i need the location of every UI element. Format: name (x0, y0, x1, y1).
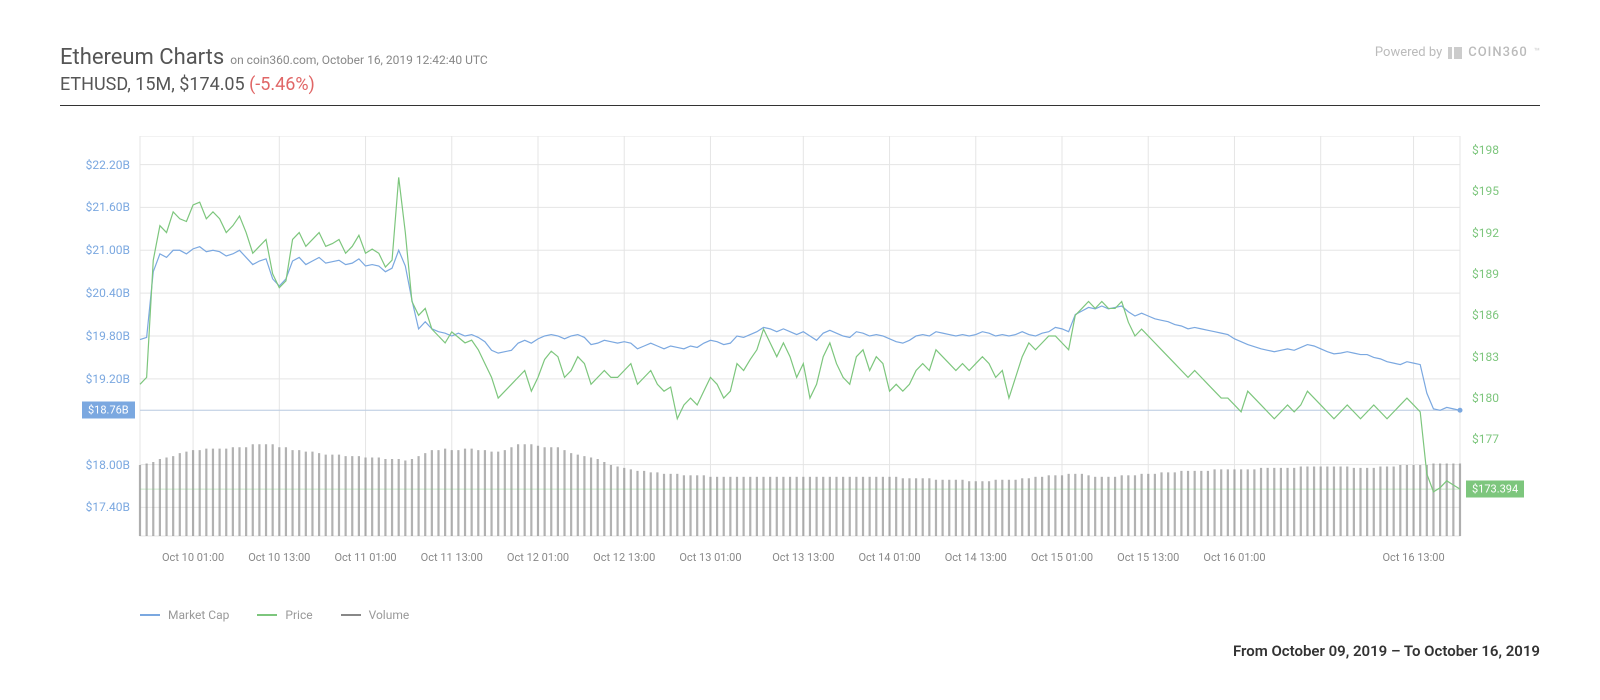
chart-svg[interactable] (60, 136, 1540, 576)
legend-volume: Volume (341, 608, 410, 622)
y-left-tick: $19.20B (70, 372, 130, 386)
x-tick: Oct 13 01:00 (679, 551, 741, 564)
chart-subtitle: on coin360.com, October 16, 2019 12:42:4… (230, 53, 487, 67)
legend-mcap-line (140, 614, 160, 616)
y-right-tick: $192 (1472, 226, 1532, 240)
y-right-tick: $195 (1472, 184, 1532, 198)
header: Ethereum Charts on coin360.com, October … (60, 45, 1540, 106)
y-right-tick: $177 (1472, 432, 1532, 446)
legend-mcap: Market Cap (140, 608, 229, 622)
legend-volume-line (341, 614, 361, 616)
x-tick: Oct 13 13:00 (772, 551, 834, 564)
date-range: From October 09, 2019 – To October 16, 2… (1233, 642, 1540, 660)
logo-icon (1448, 47, 1462, 59)
x-tick: Oct 12 13:00 (593, 551, 655, 564)
legend-volume-label: Volume (369, 608, 410, 622)
y-right-tick: $180 (1472, 391, 1532, 405)
price-badge: $173.394 (1466, 481, 1524, 498)
x-tick: Oct 15 13:00 (1117, 551, 1179, 564)
pair-label: ETHUSD, 15M, $174.05 (60, 74, 245, 95)
chart-container: Ethereum Charts on coin360.com, October … (0, 0, 1600, 700)
x-tick: Oct 16 01:00 (1203, 551, 1265, 564)
change-value: (-5.46%) (249, 74, 315, 95)
y-right-tick: $183 (1472, 350, 1532, 364)
x-tick: Oct 12 01:00 (507, 551, 569, 564)
y-left-tick: $18.00B (70, 458, 130, 472)
y-right-tick: $186 (1472, 308, 1532, 322)
legend-price-label: Price (285, 608, 312, 622)
legend-mcap-label: Market Cap (168, 608, 229, 622)
x-tick: Oct 14 01:00 (858, 551, 920, 564)
chart-area: $17.40B $18.00B $19.20B $19.80B $20.40B $21.0… (60, 136, 1540, 576)
x-tick: Oct 11 13:00 (421, 551, 483, 564)
x-tick: Oct 14 13:00 (945, 551, 1007, 564)
y-left-tick: $21.00B (70, 243, 130, 257)
chart-title: Ethereum Charts (60, 45, 224, 70)
mcap-badge: $18.76B (82, 402, 135, 419)
powered-by-label: Powered by (1375, 45, 1442, 60)
legend-price-line (257, 614, 277, 616)
powered-by: Powered by COIN360 ™ (1375, 45, 1540, 60)
y-left-tick: $19.80B (70, 329, 130, 343)
y-left-tick: $21.60B (70, 200, 130, 214)
legend: Market Cap Price Volume (60, 608, 1540, 622)
x-tick: Oct 10 13:00 (248, 551, 310, 564)
x-tick: Oct 16 13:00 (1382, 551, 1444, 564)
x-tick: Oct 11 01:00 (334, 551, 396, 564)
info-row: ETHUSD, 15M, $174.05 (-5.46%) (60, 74, 1540, 95)
logo-text: COIN360 (1468, 45, 1528, 60)
title-row: Ethereum Charts on coin360.com, October … (60, 45, 1540, 70)
x-tick: Oct 10 01:00 (162, 551, 224, 564)
y-left-tick: $22.20B (70, 158, 130, 172)
y-left-tick: $20.40B (70, 286, 130, 300)
y-right-tick: $189 (1472, 267, 1532, 281)
y-left-tick: $17.40B (70, 500, 130, 514)
logo-tm: ™ (1534, 47, 1540, 58)
x-tick: Oct 15 01:00 (1031, 551, 1093, 564)
y-right-tick: $198 (1472, 143, 1532, 157)
legend-price: Price (257, 608, 312, 622)
